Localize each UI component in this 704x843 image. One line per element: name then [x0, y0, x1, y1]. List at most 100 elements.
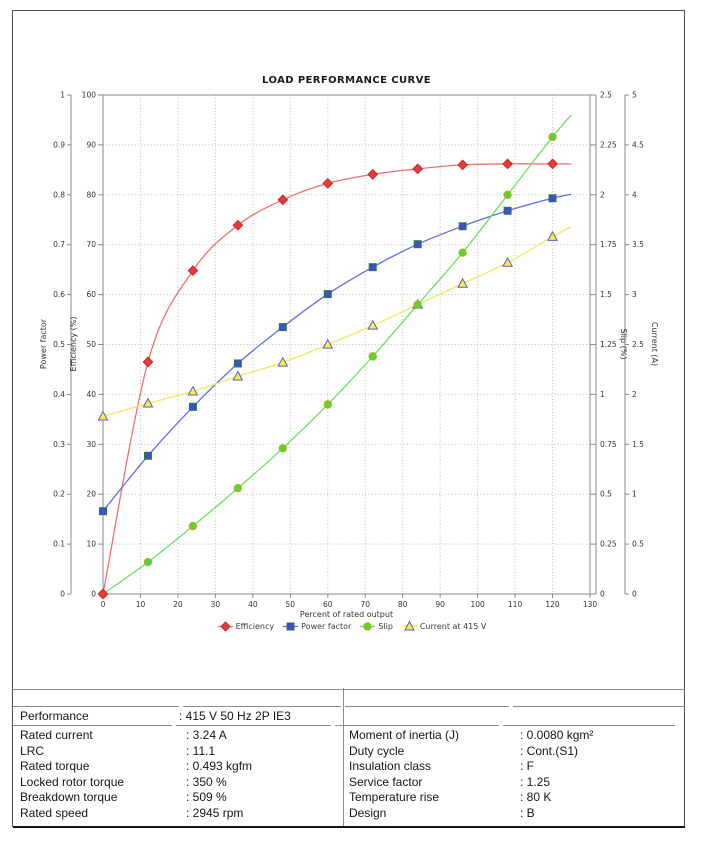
efficiency-marker	[142, 356, 154, 368]
spec-label: Insulation class	[349, 759, 432, 773]
slip-marker	[233, 484, 243, 493]
power-factor-marker	[323, 290, 332, 299]
current-at-415-v-marker	[277, 356, 289, 367]
svg-text:1.75: 1.75	[600, 240, 617, 249]
slip-marker	[503, 190, 512, 200]
spec-row: Breakdown torque : 509 %	[13, 790, 343, 806]
efficiency-marker	[457, 159, 469, 171]
power-factor-marker	[278, 323, 287, 332]
svg-text:50: 50	[286, 600, 296, 609]
table-column-divider	[343, 688, 344, 826]
power-factor-marker	[99, 507, 107, 516]
spec-label: Rated current	[20, 728, 93, 742]
legend-label: Efficiency	[235, 621, 275, 631]
slip-marker	[413, 300, 422, 309]
svg-text:100: 100	[82, 91, 97, 100]
current-at-415-v-marker	[232, 370, 244, 381]
spec-label: Service factor	[349, 774, 423, 789]
svg-text:Percent of rated output: Percent of rated output	[300, 610, 393, 619]
slip-marker	[278, 444, 288, 453]
svg-text:80: 80	[398, 600, 408, 609]
current-at-415-v-curve	[102, 226, 572, 417]
svg-text:4: 4	[632, 190, 637, 199]
current-legend-marker	[401, 620, 417, 631]
svg-text:1: 1	[632, 490, 637, 499]
spec-label: Temperature rise	[349, 790, 440, 804]
efficiency-marker	[277, 194, 289, 206]
performance-value: : 415 V 50 Hz 2P IE3	[176, 707, 331, 726]
spec-value: : Cont.(S1)	[520, 743, 579, 758]
svg-text:130: 130	[583, 600, 598, 609]
svg-text:0.25: 0.25	[600, 540, 617, 549]
table-spacer-row	[13, 690, 685, 707]
spec-value: : F	[520, 759, 534, 773]
slip-curve	[102, 114, 572, 595]
spec-left-column: Rated current: 3.24 A LRC: 11.1 Rated to…	[13, 728, 343, 823]
svg-text:0.3: 0.3	[53, 440, 65, 449]
svg-text:2: 2	[632, 390, 637, 399]
svg-text:10: 10	[86, 540, 96, 549]
svg-text:1.25: 1.25	[600, 340, 617, 349]
svg-text:40: 40	[86, 390, 96, 399]
slip-axis-title: Slip (%)	[619, 329, 628, 360]
current-at-415-v-marker	[142, 397, 154, 408]
current-at-415-v-marker	[457, 277, 469, 288]
svg-text:0: 0	[600, 590, 605, 599]
spec-label: LRC	[20, 743, 45, 758]
power-factor-axis-title: Power factor	[39, 318, 48, 369]
svg-text:40: 40	[248, 600, 258, 609]
svg-text:30: 30	[86, 440, 96, 449]
current-axis-title: Current (A)	[650, 322, 659, 366]
spec-row: Locked rotor torque: 350 %	[13, 775, 343, 791]
spec-row: Insulation class : F	[343, 759, 685, 775]
slip-marker	[368, 352, 377, 361]
svg-text:0.5: 0.5	[632, 540, 644, 549]
performance-row: Performance : 415 V 50 Hz 2P IE3	[13, 707, 685, 726]
svg-text:20: 20	[173, 600, 183, 609]
power-factor-marker	[143, 451, 152, 460]
svg-text:0.5: 0.5	[53, 340, 65, 349]
svg-text:0.5: 0.5	[600, 490, 612, 499]
power-factor-marker	[413, 240, 422, 249]
slip-legend-marker	[360, 621, 376, 631]
spec-value: : B	[520, 805, 535, 820]
svg-text:LOAD PERFORMANCE CURVE: LOAD PERFORMANCE CURVE	[262, 75, 431, 86]
svg-text:50: 50	[86, 340, 96, 349]
current-at-415-v-marker	[502, 256, 514, 267]
spec-label: Duty cycle	[349, 743, 405, 758]
spec-label: Breakdown torque	[20, 790, 118, 804]
svg-text:100: 100	[470, 600, 485, 609]
spec-right-column: Moment of inertia (J): 0.0080 kgm² Duty …	[343, 728, 685, 823]
svg-text:2: 2	[600, 190, 605, 199]
svg-text:60: 60	[323, 600, 333, 609]
spec-data-section: Rated current: 3.24 A LRC: 11.1 Rated to…	[13, 688, 685, 828]
svg-text:0: 0	[101, 600, 106, 609]
svg-text:60: 60	[86, 290, 96, 299]
spec-value: : 509 %	[186, 790, 227, 804]
power-factor-marker	[233, 359, 242, 368]
slip-marker	[143, 557, 153, 567]
svg-text:110: 110	[508, 600, 523, 609]
legend-item-slip: Slip	[360, 621, 393, 632]
svg-text:0.2: 0.2	[53, 490, 65, 499]
svg-text:0: 0	[632, 590, 637, 599]
svg-text:80: 80	[86, 190, 96, 199]
efficiency-curve	[102, 163, 572, 595]
slip-marker	[188, 521, 198, 531]
svg-text:2.5: 2.5	[632, 340, 644, 349]
efficiency-marker	[187, 265, 199, 277]
current-at-415-v-marker	[367, 319, 379, 330]
svg-text:0.4: 0.4	[53, 390, 65, 399]
svg-text:90: 90	[435, 600, 445, 609]
svg-text:0: 0	[60, 590, 65, 599]
svg-text:30: 30	[211, 600, 221, 609]
efficiency-marker	[412, 163, 424, 175]
svg-text:5: 5	[632, 91, 637, 100]
current-at-415-v-marker	[187, 385, 199, 396]
spec-row: Rated speed: 2945 rpm	[13, 806, 343, 822]
power-factor-curve	[102, 193, 572, 512]
slip-marker	[548, 132, 557, 142]
svg-text:90: 90	[86, 140, 96, 149]
power-factor-marker	[368, 263, 377, 272]
svg-text:70: 70	[360, 600, 370, 609]
